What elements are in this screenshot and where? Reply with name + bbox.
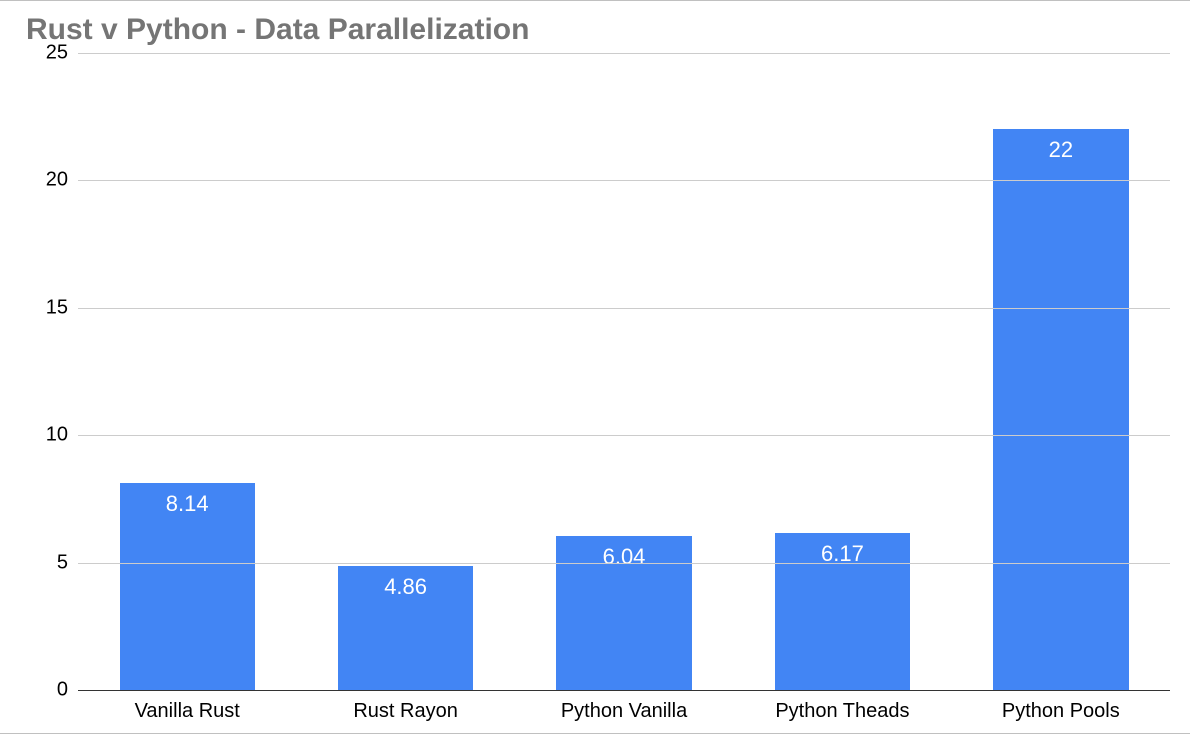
bar: 6.17 xyxy=(775,533,910,690)
gridline xyxy=(78,563,1170,564)
bar: 4.86 xyxy=(338,566,473,690)
x-tick-label: Python Theads xyxy=(733,700,951,723)
y-axis: 0510152025 xyxy=(20,53,78,690)
bar-slot: 4.86 xyxy=(296,53,514,690)
bar-slot: 6.17 xyxy=(733,53,951,690)
y-tick-label: 10 xyxy=(46,424,68,447)
bar-value-label: 8.14 xyxy=(166,491,209,517)
bar-value-label: 4.86 xyxy=(384,574,427,600)
x-tick-label: Vanilla Rust xyxy=(78,700,296,723)
bar-value-label: 6.04 xyxy=(603,544,646,570)
gridline xyxy=(78,435,1170,436)
bar-slot: 22 xyxy=(952,53,1170,690)
plot-body: 0510152025 8.144.866.046.1722 xyxy=(20,53,1170,690)
y-tick-label: 15 xyxy=(46,296,68,319)
gridline xyxy=(78,308,1170,309)
bar: 6.04 xyxy=(556,536,691,690)
bar: 22 xyxy=(993,129,1128,690)
bar: 8.14 xyxy=(120,483,255,690)
chart-container: Rust v Python - Data Parallelization 0 5 1… xyxy=(0,0,1190,734)
x-tick-label: Python Pools xyxy=(952,700,1170,723)
y-tick-label: 0 xyxy=(57,679,68,702)
x-axis: Vanilla RustRust RayonPython VanillaPyth… xyxy=(78,690,1170,723)
chart-title: Rust v Python - Data Parallelization xyxy=(26,13,1170,47)
y-tick-label: 25 xyxy=(46,42,68,65)
gridline xyxy=(78,53,1170,54)
plot-area: 8.14 4.86 6.04 6.17 22 xyxy=(78,53,1170,690)
bar-slot: 6.04 xyxy=(515,53,733,690)
gridline xyxy=(78,690,1170,691)
chart-area: 0510152025 8.144.866.046.1722 Vanilla Ru… xyxy=(20,53,1170,723)
bar-value-label: 22 xyxy=(1049,137,1073,163)
x-tick-label: Python Vanilla xyxy=(515,700,733,723)
gridline xyxy=(78,180,1170,181)
bars-layer: 8.14 4.86 6.04 6.17 22 xyxy=(78,53,1170,690)
bar-slot: 8.14 xyxy=(78,53,296,690)
y-tick-label: 20 xyxy=(46,169,68,192)
y-tick-label: 5 xyxy=(57,551,68,574)
x-tick-label: Rust Rayon xyxy=(296,700,514,723)
